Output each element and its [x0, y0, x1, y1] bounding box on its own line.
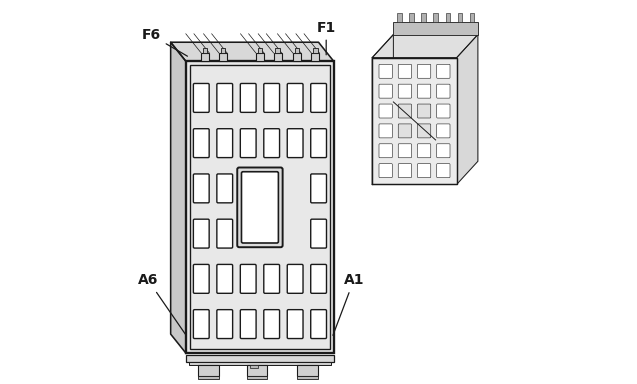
Bar [297, 366, 318, 376]
FancyBboxPatch shape [264, 310, 280, 339]
FancyBboxPatch shape [311, 174, 327, 203]
FancyBboxPatch shape [194, 129, 209, 157]
Bar [372, 58, 457, 184]
FancyBboxPatch shape [311, 219, 327, 248]
Bar [422, 13, 426, 22]
FancyBboxPatch shape [240, 265, 256, 293]
FancyBboxPatch shape [417, 164, 431, 178]
FancyBboxPatch shape [217, 129, 233, 157]
FancyBboxPatch shape [417, 124, 431, 138]
FancyBboxPatch shape [287, 265, 303, 293]
Polygon shape [171, 42, 334, 61]
FancyBboxPatch shape [379, 124, 392, 138]
FancyBboxPatch shape [379, 164, 392, 178]
FancyBboxPatch shape [311, 310, 327, 339]
FancyBboxPatch shape [437, 104, 450, 118]
Bar [250, 365, 258, 369]
FancyBboxPatch shape [264, 265, 280, 293]
Bar [201, 53, 210, 61]
Bar [247, 366, 268, 376]
FancyBboxPatch shape [437, 84, 450, 98]
Bar [394, 22, 478, 35]
FancyBboxPatch shape [311, 265, 327, 293]
Bar [219, 53, 227, 61]
FancyBboxPatch shape [194, 310, 209, 339]
Bar [311, 53, 319, 61]
FancyBboxPatch shape [237, 167, 283, 247]
Text: A6: A6 [138, 273, 187, 336]
Bar [275, 48, 280, 53]
FancyBboxPatch shape [398, 144, 412, 158]
Bar [256, 53, 264, 61]
FancyBboxPatch shape [240, 129, 256, 157]
FancyBboxPatch shape [287, 310, 303, 339]
Bar [410, 13, 413, 22]
FancyBboxPatch shape [398, 64, 412, 78]
FancyBboxPatch shape [437, 124, 450, 138]
FancyBboxPatch shape [379, 64, 392, 78]
FancyBboxPatch shape [217, 83, 233, 113]
Bar [297, 376, 318, 379]
Bar [397, 13, 401, 22]
Bar [293, 53, 301, 61]
Bar [274, 53, 282, 61]
Bar [203, 48, 208, 53]
Bar [198, 376, 218, 379]
Polygon shape [372, 35, 394, 184]
FancyBboxPatch shape [437, 144, 450, 158]
FancyBboxPatch shape [217, 219, 233, 248]
Bar [433, 13, 438, 22]
Bar [247, 376, 268, 379]
Bar [186, 61, 334, 353]
Text: F6: F6 [142, 28, 187, 56]
FancyBboxPatch shape [398, 124, 412, 138]
FancyBboxPatch shape [194, 265, 209, 293]
FancyBboxPatch shape [217, 310, 233, 339]
Bar [186, 355, 334, 362]
FancyBboxPatch shape [194, 174, 209, 203]
FancyBboxPatch shape [398, 104, 412, 118]
FancyBboxPatch shape [287, 83, 303, 113]
FancyBboxPatch shape [379, 144, 392, 158]
Bar [445, 13, 450, 22]
FancyBboxPatch shape [311, 83, 327, 113]
Bar [189, 362, 331, 366]
Bar [295, 48, 299, 53]
FancyBboxPatch shape [217, 174, 233, 203]
Bar [190, 65, 330, 349]
Polygon shape [171, 42, 186, 353]
FancyBboxPatch shape [311, 129, 327, 157]
FancyBboxPatch shape [287, 129, 303, 157]
Bar [258, 48, 262, 53]
FancyBboxPatch shape [417, 64, 431, 78]
FancyBboxPatch shape [417, 84, 431, 98]
FancyBboxPatch shape [417, 104, 431, 118]
Bar [313, 48, 318, 53]
FancyBboxPatch shape [217, 265, 233, 293]
FancyBboxPatch shape [240, 310, 256, 339]
FancyBboxPatch shape [264, 83, 280, 113]
FancyBboxPatch shape [398, 164, 412, 178]
FancyBboxPatch shape [379, 104, 392, 118]
FancyBboxPatch shape [437, 164, 450, 178]
Polygon shape [372, 35, 478, 58]
Bar [457, 13, 462, 22]
Text: F1: F1 [317, 21, 336, 55]
Bar [469, 13, 474, 22]
FancyBboxPatch shape [194, 83, 209, 113]
Polygon shape [457, 35, 478, 184]
FancyBboxPatch shape [264, 129, 280, 157]
Bar [198, 366, 218, 376]
FancyBboxPatch shape [437, 64, 450, 78]
FancyBboxPatch shape [379, 84, 392, 98]
FancyBboxPatch shape [240, 83, 256, 113]
FancyBboxPatch shape [241, 172, 278, 243]
FancyBboxPatch shape [398, 84, 412, 98]
Bar [221, 48, 225, 53]
FancyBboxPatch shape [417, 144, 431, 158]
Text: A1: A1 [333, 273, 364, 335]
FancyBboxPatch shape [194, 219, 209, 248]
